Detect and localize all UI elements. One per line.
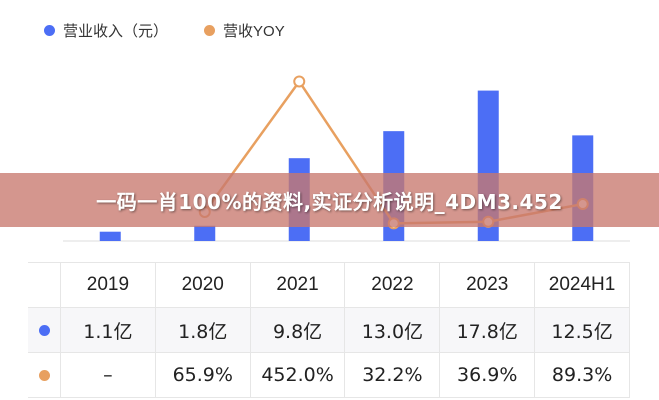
- table-header-cell: 2023: [439, 262, 536, 308]
- legend-item-revenue[interactable]: 营业收入（元）: [44, 20, 168, 41]
- legend-revenue-swatch: [44, 25, 55, 36]
- row-marker-cell: [28, 307, 61, 353]
- row-marker-cell: [28, 352, 61, 398]
- table-row-yoy: – 65.9% 452.0% 32.2% 36.9% 89.3%: [28, 352, 630, 398]
- data-table: 2019 2020 2021 2022 2023 2024H1 1.1亿 1.8…: [28, 262, 630, 398]
- table-header-cell: 2019: [60, 262, 156, 308]
- table-cell: 1.1亿: [60, 307, 156, 353]
- table-row-revenue: 1.1亿 1.8亿 9.8亿 13.0亿 17.8亿 12.5亿: [28, 307, 630, 353]
- table-cell: 9.8亿: [249, 307, 346, 353]
- table-header-row: 2019 2020 2021 2022 2023 2024H1: [28, 262, 630, 308]
- banner-text: 一码一肖100%的资料,实证分析说明_4DM3.452: [96, 189, 563, 214]
- bar-revenue-2020: [194, 225, 216, 241]
- legend-yoy-label: 营收YOY: [223, 23, 285, 40]
- point-yoy-2021: [293, 75, 306, 88]
- table-header-cell: 2020: [154, 262, 251, 308]
- table-cell: 1.8亿: [154, 307, 251, 353]
- table-header-cell: 2024H1: [534, 262, 630, 308]
- table-cell: 12.5亿: [534, 307, 630, 353]
- table-cell: 65.9%: [154, 352, 251, 398]
- legend-item-yoy[interactable]: 营收YOY: [204, 20, 285, 41]
- table-corner-cell: [28, 262, 61, 308]
- table-cell: –: [60, 352, 156, 398]
- legend-revenue-label: 营业收入（元）: [63, 23, 169, 40]
- revenue-row-dot: [38, 325, 50, 336]
- table-cell: 89.3%: [534, 352, 630, 398]
- bar-revenue-2019: [99, 231, 121, 241]
- yoy-row-dot: [38, 370, 50, 381]
- table-cell: 36.9%: [439, 352, 536, 398]
- table-cell: 17.8亿: [439, 307, 536, 353]
- table-header-cell: 2022: [344, 262, 441, 308]
- legend-yoy-swatch: [204, 25, 216, 36]
- chart-legend: 营业收入（元） 营收YOY: [44, 20, 285, 41]
- table-cell: 452.0%: [249, 352, 346, 398]
- table-cell: 32.2%: [344, 352, 441, 398]
- table-cell: 13.0亿: [344, 307, 441, 353]
- overlay-banner: 一码一肖100%的资料,实证分析说明_4DM3.452: [0, 173, 659, 227]
- table-header-cell: 2021: [249, 262, 346, 308]
